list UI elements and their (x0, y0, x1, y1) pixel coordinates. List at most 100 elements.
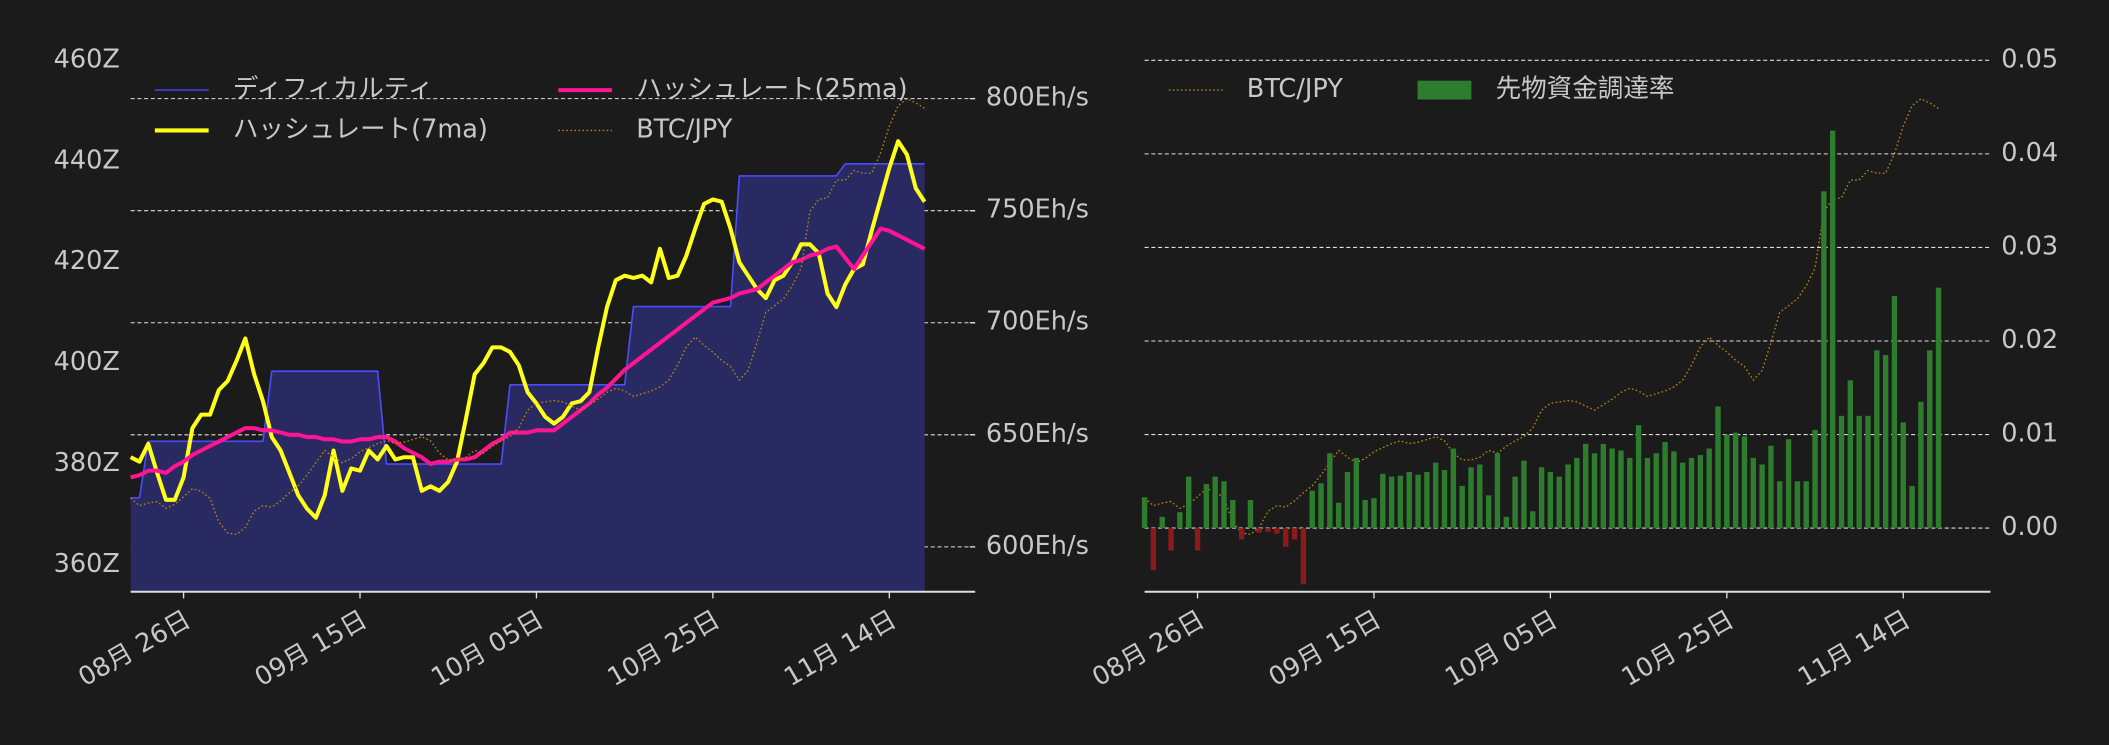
bar (1397, 475, 1404, 529)
bar (1538, 467, 1545, 529)
bar (1812, 429, 1818, 529)
bar (1609, 448, 1615, 529)
bar (1230, 500, 1236, 529)
bar (1503, 516, 1509, 529)
bar (1300, 528, 1307, 585)
bar (1371, 498, 1377, 529)
bar (1600, 443, 1607, 529)
bar (1238, 528, 1245, 540)
series-line (130, 226, 926, 480)
bar (1874, 350, 1880, 529)
bar (1882, 355, 1889, 529)
bar (1494, 453, 1501, 529)
legend-label: 先物資金調達率 (1496, 74, 1675, 104)
bar (1477, 464, 1483, 529)
bar (1159, 516, 1165, 529)
bar (1935, 287, 1942, 529)
bar (1433, 462, 1439, 529)
bar (1891, 296, 1898, 529)
series-line (130, 162, 925, 499)
legend-swatch (1417, 80, 1472, 100)
bar (1627, 457, 1633, 529)
bar (1821, 191, 1827, 529)
bar (1909, 485, 1915, 529)
bar (1732, 432, 1739, 529)
bar (1724, 434, 1730, 529)
bar (1247, 500, 1254, 529)
bar (1847, 380, 1854, 529)
bar (1327, 453, 1333, 529)
bar (1274, 528, 1280, 534)
y2-tick-label: 750Eh/s (986, 195, 1089, 225)
bar (1221, 481, 1227, 529)
bar (1212, 476, 1218, 529)
bar (1635, 425, 1642, 529)
bar (1150, 528, 1157, 571)
y-tick-label: 400Z (54, 347, 120, 377)
bar (1335, 502, 1342, 529)
y-tick-label: 0.04 (2001, 138, 2058, 168)
y2-tick-label: 800Eh/s (986, 83, 1089, 113)
bar (1256, 528, 1262, 533)
bar (1697, 455, 1704, 529)
bar (1829, 130, 1836, 529)
bar (1468, 467, 1474, 529)
bar (1168, 528, 1174, 551)
bar (1459, 485, 1465, 529)
bar (1547, 471, 1554, 529)
y-tick-label: 440Z (54, 145, 120, 175)
bar (1283, 528, 1289, 547)
bar (1565, 464, 1571, 529)
y-tick-label: 420Z (54, 246, 120, 276)
bar (1194, 528, 1201, 551)
bar (1177, 512, 1183, 529)
bar (1530, 511, 1536, 529)
bar (1838, 415, 1845, 529)
bar (1785, 439, 1792, 529)
y-tick-label: 380Z (54, 448, 120, 478)
bar (1415, 474, 1421, 529)
bar (1362, 500, 1368, 529)
y2-tick-label: 650Eh/s (986, 419, 1089, 449)
bar (1662, 442, 1668, 529)
bar (1485, 495, 1492, 529)
bar (1671, 451, 1677, 529)
y-tick-label: 360Z (54, 549, 120, 579)
legend-label: BTC/JPY (636, 114, 732, 144)
bar (1380, 473, 1386, 529)
bar (1344, 471, 1351, 529)
bar (1318, 483, 1324, 529)
bar (1141, 497, 1148, 529)
bar (1918, 401, 1924, 529)
bar (1750, 457, 1756, 529)
legend-label: ハッシュレート(7ma) (233, 114, 488, 144)
legend-label: ハッシュレート(25ma) (636, 74, 907, 104)
y2-tick-label: 600Eh/s (986, 531, 1089, 561)
bar (1865, 415, 1871, 529)
bar (1450, 448, 1457, 529)
area-fill (130, 163, 925, 592)
bar (1441, 470, 1448, 529)
bar (1856, 415, 1862, 529)
bar (1574, 457, 1580, 529)
bar (1706, 448, 1712, 529)
bar (1688, 457, 1695, 529)
bar (1353, 457, 1360, 529)
bar (1265, 528, 1271, 532)
bar (1521, 460, 1527, 529)
bar (1803, 481, 1809, 529)
bar (1406, 471, 1412, 529)
y2-tick-label: 700Eh/s (986, 307, 1089, 337)
bar (1618, 450, 1624, 529)
y-tick-label: 0.03 (2001, 231, 2058, 261)
y-tick-label: 0.00 (2001, 512, 2058, 542)
bar (1512, 476, 1518, 529)
bar (1556, 476, 1562, 529)
bar (1715, 406, 1721, 529)
y-tick-label: 0.01 (2001, 419, 2058, 449)
bar (1653, 453, 1659, 529)
bar (1777, 481, 1783, 529)
y-tick-label: 460Z (54, 44, 120, 74)
